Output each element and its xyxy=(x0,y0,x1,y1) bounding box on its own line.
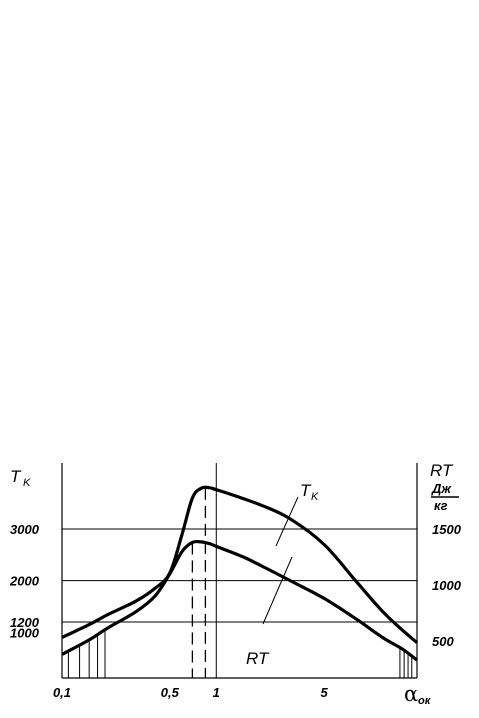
x-axis-title-sub: ок xyxy=(418,695,432,707)
series-leader-tk xyxy=(275,496,299,547)
x-tick-3: 5 xyxy=(320,685,328,700)
series-label-tk: T xyxy=(300,481,312,500)
y-left-tick-1000: 1000 xyxy=(10,625,40,640)
y-right-tick-500: 500 xyxy=(432,634,454,649)
x-axis-title: α xyxy=(404,682,418,706)
y-left-tick-1200: 1200 xyxy=(10,615,40,630)
series-line-tk xyxy=(61,485,419,644)
y-right-title: RT xyxy=(430,461,454,480)
series-label-tk-sub: K xyxy=(311,491,319,503)
y-right-unit-denominator: кг xyxy=(434,498,448,513)
y-left-tick-2000: 2000 xyxy=(9,574,40,589)
series-line-rt xyxy=(61,539,418,662)
y-left-title-sub: K xyxy=(23,477,31,489)
x-tick-0: 0,1 xyxy=(53,685,71,700)
y-left-title: T xyxy=(10,467,22,486)
series-label-rt: RT xyxy=(246,649,270,668)
series-leader-rt xyxy=(262,556,293,625)
x-tick-2: 1 xyxy=(213,685,220,700)
plot-area xyxy=(61,463,419,679)
y-right-tick-1500: 1500 xyxy=(432,522,462,537)
y-left-tick-3000: 3000 xyxy=(10,522,40,537)
y-right-unit-numerator: Дж xyxy=(431,481,452,496)
y-right-tick-1000: 1000 xyxy=(432,578,462,593)
x-tick-1: 0,5 xyxy=(161,685,180,700)
